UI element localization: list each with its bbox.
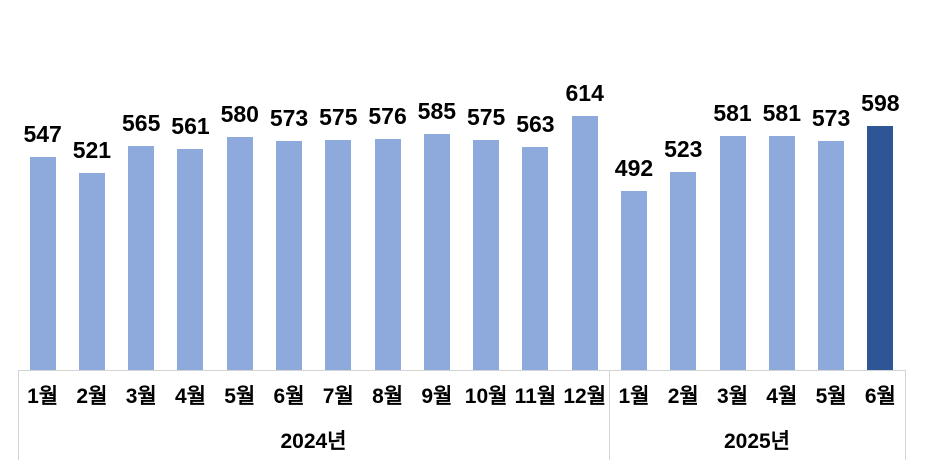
category-axis-line <box>18 370 906 371</box>
bar <box>423 134 450 370</box>
category-label: 5월 <box>224 385 256 408</box>
axis-border-right <box>905 370 906 460</box>
bar <box>374 139 401 370</box>
bar-value-label: 575 <box>319 104 358 130</box>
category-label: 5월 <box>815 385 847 408</box>
bar <box>620 191 647 370</box>
bar-value-label: 547 <box>23 121 62 147</box>
category-label: 6월 <box>273 385 305 408</box>
axis-year-divider-line <box>609 370 610 460</box>
bar-value-label: 561 <box>171 113 210 139</box>
bar-value-label: 580 <box>220 101 259 127</box>
bar <box>818 141 845 370</box>
bar <box>128 146 155 370</box>
category-label: 4월 <box>766 385 798 408</box>
bar <box>522 147 549 370</box>
axis-border-left <box>18 370 19 460</box>
year-label-2024: 2024년 <box>280 430 347 453</box>
bar <box>670 172 697 370</box>
bar-value-label: 563 <box>516 111 555 137</box>
bar <box>177 149 204 370</box>
bar <box>226 137 253 370</box>
bar-value-label: 523 <box>664 136 703 162</box>
bar <box>571 116 598 370</box>
bar-value-label: 521 <box>72 137 112 163</box>
bar-value-label: 565 <box>122 110 161 136</box>
category-label: 12월 <box>563 385 607 408</box>
category-label: 3월 <box>125 385 157 408</box>
category-label: 1월 <box>618 385 650 408</box>
category-label: 7월 <box>322 385 354 408</box>
category-label: 1월 <box>27 385 59 408</box>
bar <box>325 140 352 370</box>
bar-value-label: 573 <box>811 105 851 131</box>
bar-value-label: 575 <box>466 104 506 130</box>
category-label: 6월 <box>864 385 896 408</box>
category-label: 2월 <box>667 385 699 408</box>
bar <box>719 136 746 370</box>
year-label-2025: 2025년 <box>723 430 791 453</box>
bar-value-label: 614 <box>565 80 604 106</box>
category-label: 10월 <box>464 385 508 408</box>
bar-value-label: 585 <box>417 98 457 124</box>
bar-value-label: 492 <box>614 155 654 181</box>
bar-value-label: 581 <box>762 100 801 126</box>
category-label: 2월 <box>76 385 108 408</box>
bar-highlighted <box>867 126 894 370</box>
bar <box>473 140 500 370</box>
bar <box>768 136 795 370</box>
bar-value-label: 573 <box>269 105 309 131</box>
category-label: 3월 <box>717 385 749 408</box>
bar-value-label: 581 <box>713 100 752 126</box>
bar <box>276 141 303 370</box>
bar-value-label: 576 <box>368 103 407 129</box>
category-label: 4월 <box>174 385 206 408</box>
category-label: 9월 <box>421 385 453 408</box>
bar <box>29 157 56 370</box>
bar <box>78 173 105 370</box>
bar-value-label: 598 <box>861 90 900 116</box>
category-label: 8월 <box>372 385 404 408</box>
category-label: 11월 <box>514 385 557 408</box>
